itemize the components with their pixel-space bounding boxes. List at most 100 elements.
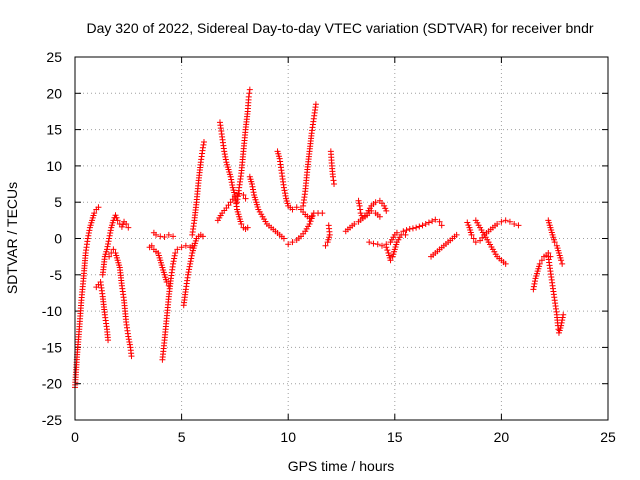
- data-point: [515, 222, 522, 229]
- data-points: [72, 86, 567, 391]
- data-point: [200, 141, 207, 148]
- series-arc-27: [530, 250, 554, 293]
- data-point: [199, 233, 206, 240]
- data-point: [559, 260, 566, 267]
- data-point: [221, 151, 228, 158]
- series-arc-2: [93, 279, 112, 344]
- series-arc-5: [146, 242, 172, 289]
- data-point: [105, 240, 112, 247]
- data-point: [248, 181, 255, 188]
- data-point: [187, 260, 194, 267]
- y-axis-label: SDTVAR / TECUs: [4, 182, 20, 294]
- series-arc-9: [189, 138, 207, 238]
- data-point: [184, 271, 191, 278]
- data-point: [86, 227, 93, 234]
- data-point: [464, 219, 471, 226]
- data-point: [242, 195, 249, 202]
- data-point: [531, 280, 538, 287]
- data-point: [356, 200, 363, 207]
- data-point: [250, 186, 257, 193]
- series-arc-7: [159, 242, 196, 363]
- tick-labels: 0 5 10 15 20 25 -25 -20 -15 -10 -5 0 5 10 15 20 25: [42, 49, 616, 445]
- data-point: [538, 257, 545, 264]
- x-tick-label: 0: [71, 429, 79, 445]
- data-point: [104, 243, 111, 250]
- data-point: [188, 252, 195, 259]
- data-point: [222, 153, 229, 160]
- x-tick-label: 20: [494, 429, 510, 445]
- series-arc-3: [99, 212, 132, 278]
- data-point: [229, 181, 236, 188]
- series-arc-20: [355, 197, 383, 222]
- data-point: [558, 257, 565, 264]
- data-point: [125, 333, 132, 340]
- data-point: [245, 93, 252, 100]
- data-point: [187, 258, 194, 265]
- data-point: [324, 239, 331, 246]
- data-point: [372, 199, 379, 206]
- data-point: [531, 278, 538, 285]
- data-point: [470, 235, 477, 242]
- data-point: [436, 218, 443, 225]
- series-arc-24: [428, 231, 460, 260]
- data-point: [319, 210, 326, 217]
- y-tick-label: -5: [50, 267, 63, 283]
- data-point: [123, 220, 130, 227]
- data-point: [250, 189, 257, 196]
- data-point: [228, 176, 235, 183]
- data-point: [282, 192, 289, 199]
- data-point: [406, 226, 413, 233]
- data-point: [182, 242, 189, 249]
- data-point: [306, 220, 313, 227]
- data-point: [161, 234, 168, 241]
- series-arc-18: [327, 148, 338, 188]
- data-point: [403, 227, 410, 234]
- data-point: [498, 218, 505, 225]
- data-point: [163, 279, 170, 286]
- series-arc-16: [300, 101, 319, 209]
- data-point: [126, 338, 133, 345]
- data-point: [200, 138, 207, 145]
- data-point: [438, 222, 445, 229]
- data-point: [506, 218, 513, 225]
- series-arc-12: [234, 86, 253, 206]
- data-point: [185, 269, 192, 276]
- data-point: [84, 235, 91, 242]
- data-point: [536, 260, 543, 267]
- data-point: [199, 144, 206, 151]
- series-arc-15: [285, 210, 326, 248]
- data-point: [186, 263, 193, 270]
- data-point: [400, 228, 407, 235]
- data-point: [308, 215, 315, 222]
- series-arc-10: [214, 190, 249, 224]
- data-point: [425, 219, 432, 226]
- data-point: [106, 235, 113, 242]
- data-point: [558, 319, 565, 326]
- y-tick-label: -25: [42, 412, 62, 428]
- data-point: [171, 255, 178, 262]
- data-point: [285, 241, 292, 248]
- data-point: [387, 257, 394, 264]
- data-point: [282, 190, 289, 197]
- series-arc-1: [72, 204, 102, 391]
- data-point: [106, 253, 113, 260]
- data-point: [110, 246, 117, 253]
- data-point: [107, 227, 114, 234]
- data-point: [85, 230, 92, 237]
- data-point: [383, 207, 390, 214]
- data-point: [125, 336, 132, 343]
- series-arc-19: [342, 197, 390, 235]
- data-point: [148, 242, 155, 249]
- data-point: [280, 235, 287, 242]
- data-point: [307, 218, 314, 225]
- data-point: [157, 233, 164, 240]
- data-point: [530, 286, 537, 293]
- y-tick-label: 25: [46, 49, 62, 65]
- data-point: [558, 322, 565, 329]
- data-point: [246, 90, 253, 97]
- data-point: [178, 244, 185, 251]
- chart-title: Day 320 of 2022, Sidereal Day-to-day VTE…: [86, 20, 593, 36]
- data-point: [356, 202, 363, 209]
- x-tick-label: 10: [280, 429, 296, 445]
